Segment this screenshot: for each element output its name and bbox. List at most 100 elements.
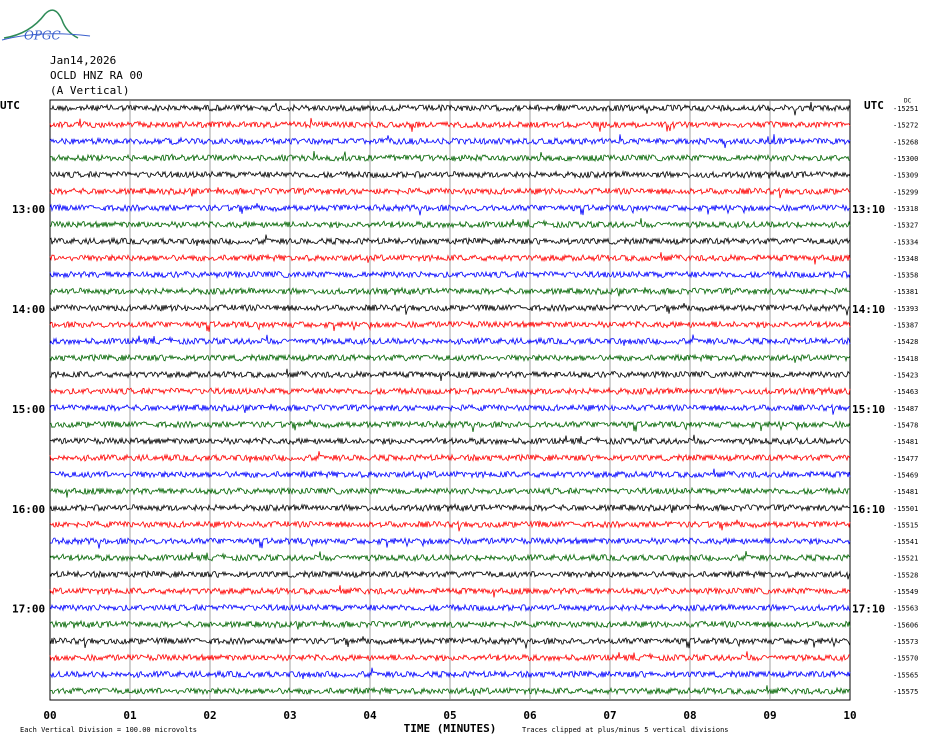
trace — [49, 169, 851, 180]
footer-division: Each Vertical Division = 100.00 microvol… — [20, 726, 197, 734]
trace-offset: -15573 — [893, 638, 918, 646]
trace-offset: -15481 — [893, 488, 918, 496]
trace — [50, 685, 851, 697]
dc-label: DC — [904, 98, 912, 105]
trace — [49, 519, 851, 532]
x-tick-label: 02 — [203, 709, 216, 722]
trace-offset: -15334 — [893, 238, 918, 246]
trace-offset: -15318 — [893, 205, 918, 213]
trace-offset: -15606 — [893, 621, 918, 629]
trace — [49, 603, 851, 613]
trace — [49, 252, 851, 265]
trace-offset: -15481 — [893, 438, 918, 446]
trace — [49, 468, 851, 480]
station: OCLD HNZ RA 00 — [50, 69, 143, 82]
trace-offset: -15348 — [893, 255, 918, 263]
trace-offset: -15521 — [893, 555, 918, 563]
trace-offset: -15300 — [893, 155, 918, 163]
trace — [49, 117, 851, 132]
trace-offset: -15358 — [893, 272, 918, 280]
x-tick-label: 05 — [443, 709, 456, 722]
hour-label: 16:00 — [12, 503, 45, 516]
trace-offset: -15268 — [893, 138, 918, 146]
x-tick-label: 06 — [523, 709, 537, 722]
hour-label: 15:00 — [12, 403, 45, 416]
trace — [49, 636, 851, 649]
x-axis-title: TIME (MINUTES) — [404, 722, 497, 735]
trace-offset: -15393 — [893, 305, 918, 313]
time-label: 15:10 — [852, 403, 885, 416]
date: Jan14,2026 — [50, 54, 116, 67]
right-unit: UTC — [864, 99, 884, 112]
trace — [49, 353, 851, 363]
trace — [49, 203, 851, 216]
trace-offset: -15387 — [893, 322, 918, 330]
trace-offset: -15575 — [893, 688, 918, 696]
trace-offset: -15423 — [893, 372, 918, 380]
trace — [49, 368, 851, 382]
trace-offset: -15528 — [893, 571, 918, 579]
trace — [49, 651, 851, 663]
trace — [49, 270, 851, 279]
time-label: 14:10 — [852, 303, 885, 316]
x-tick-label: 08 — [683, 709, 696, 722]
trace-offset: -15327 — [893, 222, 918, 230]
trace-offset: -15541 — [893, 538, 918, 546]
left-unit: UTC — [0, 99, 20, 112]
trace — [49, 102, 851, 116]
time-label: 17:10 — [852, 603, 885, 616]
trace-offset: -15463 — [893, 388, 918, 396]
trace — [50, 486, 851, 498]
trace-offset: -15487 — [893, 405, 918, 413]
x-tick-label: 00 — [43, 709, 56, 722]
trace — [49, 334, 851, 346]
trace — [49, 403, 851, 415]
x-tick-label: 01 — [123, 709, 137, 722]
trace-offset: -15251 — [893, 105, 918, 113]
trace — [49, 569, 851, 580]
trace-offset: -15565 — [893, 671, 918, 679]
trace — [49, 186, 851, 199]
trace-offset: -15381 — [893, 288, 918, 296]
trace — [49, 434, 851, 446]
trace — [49, 619, 851, 630]
hour-label: 17:00 — [12, 603, 45, 616]
trace-offset: -15469 — [893, 471, 918, 479]
component: (A Vertical) — [50, 84, 129, 97]
trace — [49, 503, 851, 514]
trace — [49, 303, 851, 316]
logo-mark — [3, 9, 79, 39]
hour-label: 13:00 — [12, 203, 45, 216]
footer-clip: Traces clipped at plus/minus 5 vertical … — [522, 726, 729, 734]
trace-offset: -15501 — [893, 505, 918, 513]
trace — [50, 667, 851, 679]
trace-offset: -15478 — [893, 421, 918, 429]
trace — [49, 234, 851, 246]
logo-swoosh — [1, 33, 91, 41]
trace — [49, 218, 851, 230]
trace — [49, 451, 851, 463]
trace — [49, 320, 851, 332]
trace — [49, 551, 851, 563]
trace-offset: -15428 — [893, 338, 918, 346]
hour-label: 14:00 — [12, 303, 45, 316]
trace — [49, 286, 851, 297]
time-label: 13:10 — [852, 203, 885, 216]
x-tick-label: 03 — [283, 709, 296, 722]
trace-offset: -15309 — [893, 172, 918, 180]
trace-offset: -15299 — [893, 188, 918, 196]
trace-offset: -15477 — [893, 455, 918, 463]
x-tick-label: 07 — [603, 709, 616, 722]
trace-offset: -15570 — [893, 655, 918, 663]
trace — [49, 386, 851, 396]
trace-offset: -15563 — [893, 605, 918, 613]
trace — [49, 150, 851, 163]
x-tick-label: 04 — [363, 709, 377, 722]
x-tick-label: 10 — [843, 709, 856, 722]
trace-offset: -15418 — [893, 355, 918, 363]
trace-offset: -15515 — [893, 521, 918, 529]
trace-offset: -15549 — [893, 588, 918, 596]
trace-offset: -15272 — [893, 122, 918, 130]
trace — [49, 419, 851, 432]
